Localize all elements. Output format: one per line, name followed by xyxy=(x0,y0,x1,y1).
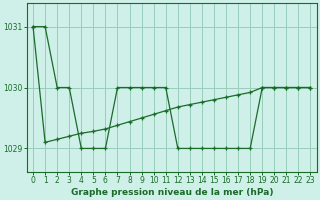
X-axis label: Graphe pression niveau de la mer (hPa): Graphe pression niveau de la mer (hPa) xyxy=(70,188,273,197)
